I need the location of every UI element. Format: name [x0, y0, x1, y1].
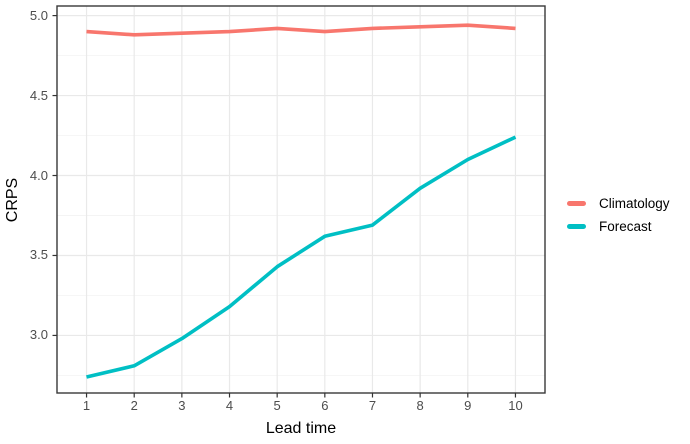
x-tick-label: 1: [82, 398, 91, 413]
series-line-forecast: [86, 135, 517, 379]
x-tick-label: 8: [416, 398, 424, 413]
x-tick-label: 4: [225, 398, 234, 413]
x-tick-label: 9: [464, 398, 472, 413]
x-axis-title: Lead time: [265, 420, 337, 437]
x-tick-label: 2: [130, 398, 138, 413]
series-line-climatology: [86, 23, 516, 37]
y-axis-title: CRPS: [4, 177, 21, 223]
x-tick-label: 10: [508, 398, 523, 413]
y-tick-label: 4.0: [29, 167, 48, 183]
x-tick-label: 7: [368, 398, 377, 413]
x-tick-label: 6: [321, 398, 329, 413]
y-tick-label: 3.5: [29, 247, 48, 263]
legend: Climatology Forecast: [567, 192, 670, 238]
panel-border: [56, 5, 546, 394]
legend-label: Climatology: [599, 196, 670, 211]
x-tick-label: 3: [178, 398, 186, 413]
y-tick-label: 3.0: [29, 327, 48, 343]
legend-row-forecast: Forecast: [567, 215, 670, 238]
legend-row-climatology: Climatology: [567, 192, 670, 215]
y-tick-label: 5.0: [29, 7, 48, 23]
x-tick-label: 5: [273, 398, 281, 413]
legend-key-climatology: [567, 201, 586, 206]
legend-key-forecast: [567, 224, 586, 229]
legend-label: Forecast: [599, 219, 652, 234]
y-tick-label: 4.5: [29, 87, 48, 103]
